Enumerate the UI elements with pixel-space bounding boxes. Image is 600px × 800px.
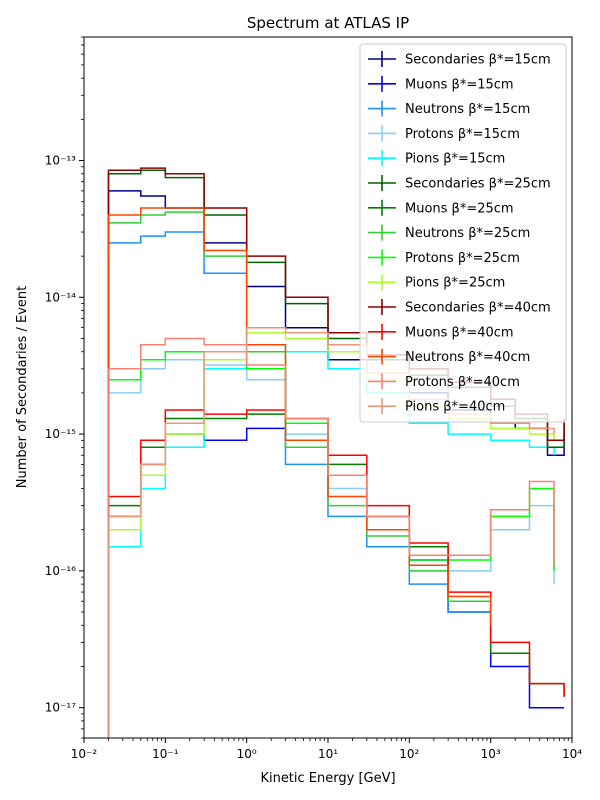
legend-entry-8: Neutrons β*=25cm [368, 224, 530, 241]
y-tick-label-0: 10⁻¹⁷ [45, 701, 76, 715]
legend-entry-1: Secondaries β*=15cm [368, 51, 551, 68]
legend-entry-12: Muons β*=40cm [368, 323, 514, 340]
series-line-14 [107, 337, 555, 738]
legend-label: Pions β*=15cm [405, 152, 505, 167]
legend-label: Protons β*=25cm [405, 251, 520, 266]
y-tick-label-1: 10⁻¹⁶ [45, 564, 76, 578]
x-axis-label: Kinetic Energy [GeV] [260, 771, 395, 786]
legend-entry-13: Neutrons β*=40cm [368, 348, 530, 365]
legend-entry-2: Muons β*=15cm [368, 75, 514, 92]
legend: Secondaries β*=15cm Muons β*=15cm Neutrons… [359, 43, 567, 423]
legend-label: Pions β*=25cm [405, 276, 505, 291]
x-tick-label-0: 10⁻² [71, 747, 98, 761]
series-line-1 [107, 190, 565, 738]
series-line-12 [107, 409, 565, 738]
series-layer [107, 167, 565, 738]
y-tick-label-2: 10⁻¹⁵ [45, 427, 76, 441]
legend-label: Protons β*=15cm [405, 127, 520, 142]
legend-entry-10: Pions β*=25cm [368, 274, 505, 291]
x-tick-label-5: 10³ [481, 747, 501, 761]
legend-box [359, 43, 567, 423]
series-line-7 [107, 413, 565, 738]
legend-entry-4: Protons β*=15cm [368, 125, 520, 142]
y-tick-label-3: 10⁻¹⁴ [45, 290, 76, 304]
legend-entry-15: Pions β*=40cm [368, 398, 505, 415]
legend-entry-14: Protons β*=40cm [368, 373, 520, 390]
legend-label: Pions β*=40cm [405, 400, 505, 415]
series-line-13 [107, 207, 492, 738]
chart-title: Spectrum at ATLAS IP [247, 14, 409, 32]
legend-label: Protons β*=40cm [405, 375, 520, 390]
legend-entry-6: Secondaries β*=25cm [368, 175, 551, 192]
legend-entry-9: Protons β*=25cm [368, 249, 520, 266]
series-line-5 [107, 343, 555, 738]
legend-label: Secondaries β*=40cm [405, 301, 551, 316]
legend-label: Neutrons β*=15cm [405, 102, 530, 117]
x-tick-label-6: 10⁴ [562, 747, 582, 761]
legend-label: Secondaries β*=15cm [405, 53, 551, 68]
legend-label: Muons β*=15cm [405, 77, 514, 92]
y-tick-label-4: 10⁻¹³ [45, 154, 76, 168]
legend-label: Muons β*=40cm [405, 325, 514, 340]
legend-label: Neutrons β*=40cm [405, 350, 530, 365]
x-tick-label-2: 10⁰ [237, 747, 257, 761]
legend-entry-5: Pions β*=15cm [368, 150, 505, 167]
y-axis-label: Number of Secondaries / Event [15, 286, 30, 488]
legend-label: Muons β*=25cm [405, 201, 514, 216]
legend-entry-11: Secondaries β*=40cm [368, 299, 551, 316]
legend-label: Secondaries β*=25cm [405, 177, 551, 192]
ticks-layer: 10⁻² 10⁻¹ 10⁰ 10¹ 10² 10³ 10⁴ 10⁻¹⁷ 10⁻¹⁶ 10⁻¹⁵ 10… [45, 36, 582, 761]
legend-entry-7: Muons β*=25cm [368, 199, 514, 216]
legend-label: Neutrons β*=25cm [405, 226, 530, 241]
x-tick-label-4: 10² [399, 747, 419, 761]
legend-entry-3: Neutrons β*=15cm [368, 100, 530, 117]
x-tick-label-1: 10⁻¹ [152, 747, 179, 761]
x-tick-label-3: 10¹ [318, 747, 338, 761]
